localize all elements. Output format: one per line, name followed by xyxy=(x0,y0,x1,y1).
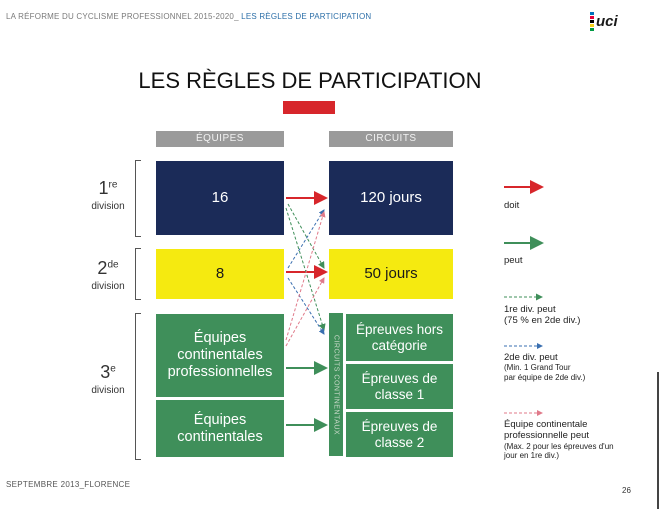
legend-div1: 1re div. peut (75 % en 2de div.) xyxy=(504,304,581,327)
arrow-div2-may-hc xyxy=(287,277,325,335)
division-2-label: 2de division xyxy=(91,258,125,292)
circuits-column-header: CIRCUITS xyxy=(329,131,453,147)
header-left-text: LA RÉFORME DU CYCLISME PROFESSIONNEL 201… xyxy=(6,12,239,21)
arrow-div1-may-50 xyxy=(287,203,325,269)
page-number: 26 xyxy=(622,486,631,495)
division-1-bracket xyxy=(135,160,141,237)
title-underline-bar xyxy=(283,101,335,114)
page-title: LES RÈGLES DE PARTICIPATION xyxy=(138,68,482,93)
teams-column-header: ÉQUIPES xyxy=(156,131,284,147)
arrow-conti-pro-may-50 xyxy=(285,277,325,347)
legend-peut: peut xyxy=(504,255,523,266)
division-1-label: 1re division xyxy=(91,178,125,212)
division-3-label: 3e division xyxy=(91,362,125,396)
right-edge-line xyxy=(657,372,659,509)
team-box-div2: 8 xyxy=(156,249,284,299)
circuit-box-hors-categorie: Épreuves hors catégorie xyxy=(346,314,453,361)
uci-logo: uci xyxy=(588,8,636,32)
division-3-bracket xyxy=(135,313,141,460)
team-box-continental: Équipes continentales xyxy=(156,400,284,457)
header-highlight-text: LES RÈGLES DE PARTICIPATION xyxy=(238,12,372,21)
circuit-box-120-days: 120 jours xyxy=(329,161,453,235)
arrow-div2-may-120 xyxy=(287,209,325,269)
logo-text: uci xyxy=(596,13,619,30)
arrow-conti-pro-may-120 xyxy=(285,211,326,341)
circuit-box-50-days: 50 jours xyxy=(329,249,453,299)
legend-conti-pro: Équipe continentale professionnelle peut… xyxy=(504,419,614,461)
legend-div2: 2de div. peut (Min. 1 Grand Tour par équ… xyxy=(504,352,586,382)
team-box-div1: 16 xyxy=(156,161,284,235)
team-box-continental-pro: Équipes continentales professionnelles xyxy=(156,314,284,397)
footer-date: SEPTEMBRE 2013_FLORENCE xyxy=(6,480,131,489)
arrow-div1-may-hc xyxy=(285,207,326,331)
slide-header: LA RÉFORME DU CYCLISME PROFESSIONNEL 201… xyxy=(6,12,371,21)
division-2-bracket xyxy=(135,248,141,300)
continental-circuits-bar: CIRCUITS CONTINENTAUX xyxy=(329,313,343,456)
legend-doit: doit xyxy=(504,200,520,211)
circuit-box-class-2: Épreuves de classe 2 xyxy=(346,412,453,457)
circuit-box-class-1: Épreuves de classe 1 xyxy=(346,364,453,409)
